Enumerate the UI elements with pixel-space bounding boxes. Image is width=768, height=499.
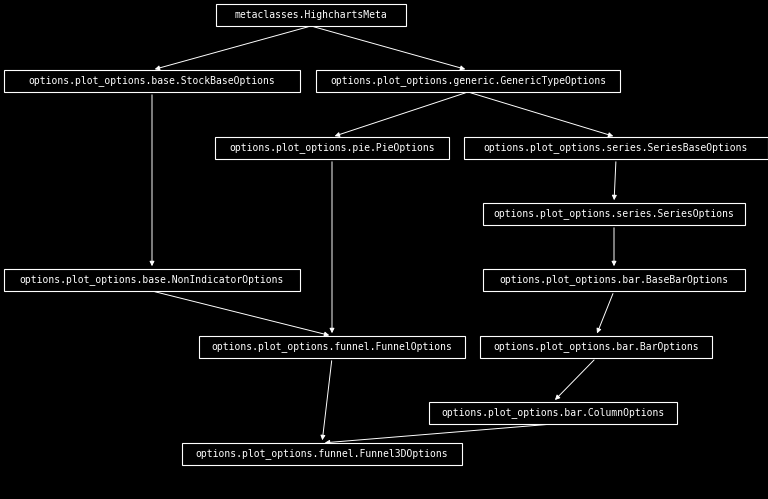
Text: options.plot_options.funnel.FunnelOptions: options.plot_options.funnel.FunnelOption… bbox=[211, 341, 452, 352]
FancyBboxPatch shape bbox=[182, 443, 462, 465]
Text: options.plot_options.bar.BarOptions: options.plot_options.bar.BarOptions bbox=[493, 341, 699, 352]
Text: options.plot_options.base.StockBaseOptions: options.plot_options.base.StockBaseOptio… bbox=[28, 75, 276, 86]
FancyBboxPatch shape bbox=[215, 137, 449, 159]
FancyBboxPatch shape bbox=[483, 269, 745, 291]
FancyBboxPatch shape bbox=[216, 4, 406, 26]
FancyBboxPatch shape bbox=[429, 402, 677, 424]
FancyBboxPatch shape bbox=[4, 269, 300, 291]
FancyBboxPatch shape bbox=[464, 137, 768, 159]
FancyBboxPatch shape bbox=[483, 203, 745, 225]
Text: options.plot_options.base.NonIndicatorOptions: options.plot_options.base.NonIndicatorOp… bbox=[20, 274, 284, 285]
Text: metaclasses.HighchartsMeta: metaclasses.HighchartsMeta bbox=[235, 10, 387, 20]
FancyBboxPatch shape bbox=[199, 336, 465, 358]
Text: options.plot_options.series.SeriesOptions: options.plot_options.series.SeriesOption… bbox=[494, 209, 734, 220]
Text: options.plot_options.bar.ColumnOptions: options.plot_options.bar.ColumnOptions bbox=[442, 408, 664, 419]
FancyBboxPatch shape bbox=[316, 70, 620, 92]
Text: options.plot_options.bar.BaseBarOptions: options.plot_options.bar.BaseBarOptions bbox=[499, 274, 729, 285]
FancyBboxPatch shape bbox=[480, 336, 712, 358]
Text: options.plot_options.generic.GenericTypeOptions: options.plot_options.generic.GenericType… bbox=[330, 75, 606, 86]
FancyBboxPatch shape bbox=[4, 70, 300, 92]
Text: options.plot_options.pie.PieOptions: options.plot_options.pie.PieOptions bbox=[229, 143, 435, 154]
Text: options.plot_options.series.SeriesBaseOptions: options.plot_options.series.SeriesBaseOp… bbox=[484, 143, 748, 154]
Text: options.plot_options.funnel.Funnel3DOptions: options.plot_options.funnel.Funnel3DOpti… bbox=[196, 449, 449, 460]
